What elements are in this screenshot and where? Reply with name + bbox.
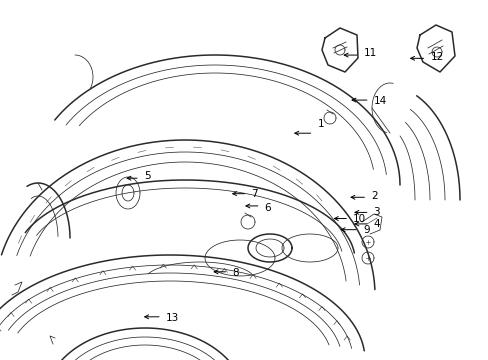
- Text: 11: 11: [363, 48, 376, 58]
- Text: 9: 9: [362, 225, 369, 235]
- Text: 1: 1: [317, 119, 324, 129]
- Text: 14: 14: [373, 96, 386, 106]
- Text: 13: 13: [165, 313, 179, 323]
- Text: 8: 8: [232, 268, 239, 278]
- Text: 7: 7: [251, 189, 258, 199]
- Text: 10: 10: [352, 213, 366, 224]
- Text: 5: 5: [143, 171, 150, 181]
- Text: 4: 4: [373, 219, 380, 229]
- Text: 3: 3: [373, 207, 380, 217]
- Text: 6: 6: [264, 203, 271, 213]
- Text: 12: 12: [429, 52, 443, 62]
- Text: 2: 2: [370, 191, 377, 201]
